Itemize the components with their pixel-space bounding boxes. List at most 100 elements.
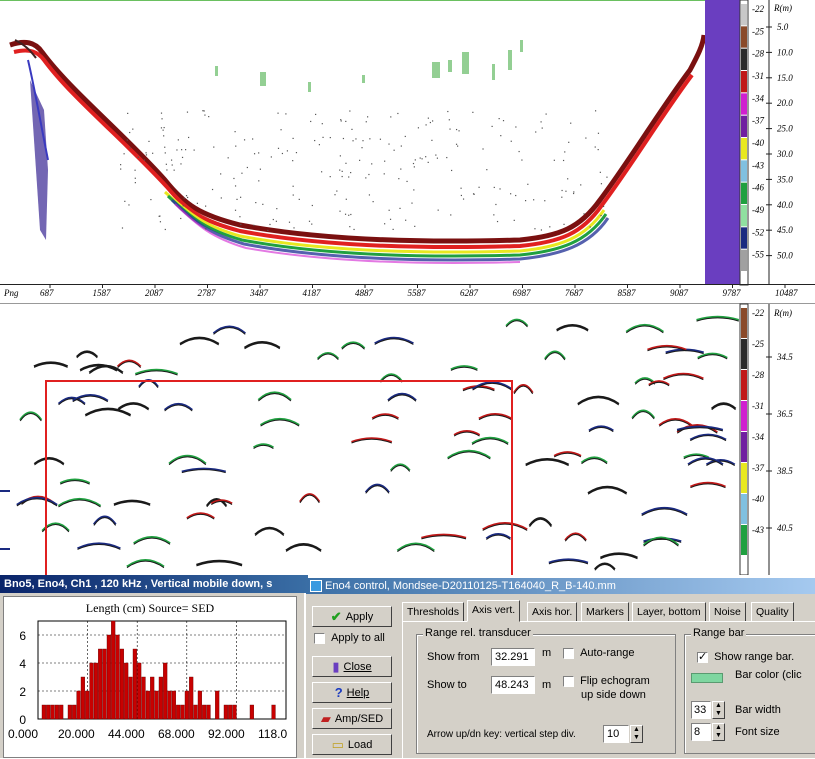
apply-to-all-checkbox[interactable]: Apply to all [314, 632, 385, 644]
fish-trace [57, 396, 86, 405]
fish-trace [396, 542, 435, 552]
apply-button[interactable]: ✔ Apply [312, 606, 392, 627]
tab-axis-vert[interactable]: Axis vert. [467, 600, 521, 622]
fish-trace [421, 533, 467, 539]
histogram-bar [215, 690, 220, 720]
show-to-input[interactable]: 48.243 [491, 676, 535, 694]
fish-trace [57, 497, 102, 507]
fish-trace [697, 352, 728, 359]
histogram-bar [150, 676, 155, 720]
tab-axis-hor[interactable]: Axis hor. [527, 602, 578, 622]
histogram-bar [119, 648, 124, 720]
bar-color-swatch[interactable] [691, 673, 723, 683]
help-button[interactable]: ? Help [312, 682, 392, 703]
tab-quality[interactable]: Quality [751, 602, 794, 622]
font-size-spinner[interactable]: ▲ ▼ [712, 723, 725, 741]
ping-tick-label: 4187 [303, 288, 322, 298]
fish-trace [505, 318, 529, 327]
tab-thresholds[interactable]: Thresholds [402, 602, 464, 622]
target-selection-box [45, 380, 513, 575]
load-button[interactable]: ▭ Load [312, 734, 392, 755]
color-scale-swatch [741, 227, 747, 249]
color-scale-swatch [741, 370, 747, 400]
ping-tick-label: 4887 [355, 288, 374, 298]
histogram-bar [89, 662, 94, 720]
histogram-bar [193, 704, 198, 720]
histogram-bar [171, 690, 176, 720]
tab-panel [402, 621, 815, 759]
color-scale-label: -22 [752, 308, 764, 318]
range-tick-label: 50.0 [777, 251, 793, 261]
fish-trace [243, 341, 281, 349]
auto-range-checkbox[interactable]: Auto-range [563, 647, 635, 659]
bar-color-label[interactable]: Bar color (clic [735, 669, 802, 681]
ping-tick-label: 6287 [460, 288, 479, 298]
histogram-y-tick: 4 [19, 657, 26, 671]
fish-trace [648, 380, 670, 386]
histogram-bar [98, 648, 103, 720]
color-scale-label: -37 [752, 463, 764, 473]
fish-trace [548, 558, 589, 564]
fish-trace [179, 336, 220, 345]
control-window-titlebar[interactable]: Eno4 control, Mondsee-D20110125-T164040_… [306, 578, 815, 594]
arrow-step-input[interactable]: 10 [603, 725, 629, 743]
range-tick-label: 38.5 [776, 466, 793, 476]
fish-trace [93, 515, 117, 526]
color-scale-label: -52 [752, 227, 764, 237]
histogram-bar [145, 690, 150, 720]
range-tick-label: 25.0 [777, 124, 793, 134]
top-echogram[interactable]: -22 -25 -28 -31 -34 -37 -40 -43 -46 -49 -52 -55 R(m… [0, 0, 815, 300]
fish-trace [116, 359, 142, 368]
fish-trace [33, 361, 69, 368]
fish-trace [186, 512, 215, 520]
bottom-echogram[interactable]: -22 -25 -28 -31 -34 -37 -40 -43 R(m) 34.5 36.5 38… [0, 300, 815, 575]
fish-trace [689, 481, 726, 488]
fish-trace [696, 315, 740, 322]
help-button-label: Help [346, 686, 370, 699]
folder-open-icon: ▭ [331, 737, 344, 752]
arrow-step-spinner[interactable]: ▲ ▼ [630, 725, 643, 743]
fish-trace [450, 365, 478, 371]
histogram-bar [72, 704, 77, 720]
close-button[interactable]: ▮ Close [312, 656, 392, 677]
control-window-icon [310, 580, 322, 593]
bar-width-input[interactable]: 33 [691, 701, 711, 719]
tab-noise[interactable]: Noise [709, 602, 746, 622]
fish-trace [33, 457, 65, 465]
color-scale-swatch [741, 160, 747, 182]
font-size-input[interactable]: 8 [691, 723, 711, 741]
fish-trace [564, 532, 587, 541]
bottom-echogram-canvas[interactable]: -22 -25 -28 -31 -34 -37 -40 -43 R(m) 34.5 36.5 38… [0, 300, 815, 575]
flip-echogram-checkbox[interactable]: Flip echogram [563, 675, 650, 687]
range-tick-label: 45.0 [777, 225, 793, 235]
fish-trace [689, 433, 727, 441]
sed-window-titlebar[interactable]: Bno5, Eno4, Ch1 , 120 kHz , Vertical mob… [0, 575, 308, 593]
bar-width-spinner[interactable]: ▲ ▼ [712, 701, 725, 719]
histogram-panel: Length (cm) Source= SED 6 4 2 0 0.000 20.000 4… [3, 596, 297, 758]
show-range-bar-label: Show range bar. [714, 651, 795, 663]
flip-echogram-box[interactable] [563, 675, 574, 687]
top-echogram-canvas[interactable]: -22 -25 -28 -31 -34 -37 -40 -43 -46 -49 -52 -55 R(m… [0, 0, 815, 300]
fish-trace [210, 499, 233, 505]
fish-trace [253, 443, 274, 449]
histogram-bar [228, 704, 233, 720]
fish-trace [647, 344, 687, 351]
tab-markers[interactable]: Markers [581, 602, 629, 622]
ping-tick-label: 6987 [513, 288, 532, 298]
histogram-bar [163, 662, 168, 720]
show-from-input[interactable]: 32.291 [491, 648, 535, 666]
show-range-bar-box[interactable] [697, 650, 708, 663]
auto-range-box[interactable] [563, 647, 574, 659]
ping-tick-label: 2787 [198, 288, 217, 298]
fish-trace [257, 391, 292, 401]
fish-trace [341, 341, 366, 350]
flip-echogram-label-1: Flip echogram [580, 675, 650, 687]
show-range-bar-checkbox[interactable]: Show range bar. [697, 650, 795, 663]
fish-trace [553, 451, 582, 457]
range-group: Range rel. transducer Show from 32.291 m… [416, 627, 676, 754]
apply-to-all-box[interactable] [314, 632, 325, 644]
amp-sed-button[interactable]: ▰ Amp/SED [312, 708, 392, 729]
length-histogram: Length (cm) Source= SED 6 4 2 00.000 20.000 4… [8, 601, 287, 741]
fish-trace [260, 417, 300, 426]
tab-layer-bottom[interactable]: Layer, bottom [632, 602, 706, 622]
